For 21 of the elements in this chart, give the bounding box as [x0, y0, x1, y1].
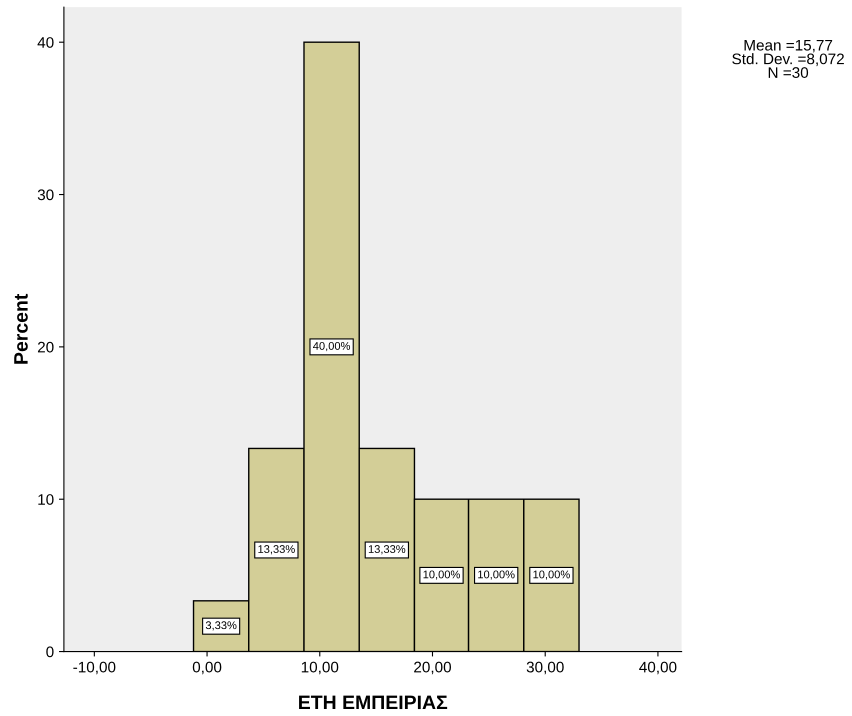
data-label: 13,33% — [258, 545, 295, 554]
data-label: 40,00% — [313, 342, 350, 352]
y-axis-title: Percent — [14, 294, 28, 364]
y-tick-label: 0 — [46, 646, 54, 658]
y-tick-label: 30 — [38, 189, 54, 200]
x-tick-label: 10,00 — [302, 662, 338, 674]
y-tick-label: 10 — [38, 494, 54, 505]
data-label: 3,33% — [206, 621, 236, 630]
y-tick-label: 20 — [38, 342, 54, 353]
x-tick-label: 0,00 — [192, 662, 222, 674]
data-label: 10,00% — [478, 570, 515, 580]
x-tick-label: 40,00 — [639, 662, 676, 674]
data-label: 10,00% — [533, 570, 570, 580]
data-label: 13,33% — [368, 545, 406, 554]
x-tick-label: 20,00 — [414, 662, 452, 674]
text: Mean =15,77 Std. Dev. =8,072 N =30 — [732, 40, 844, 78]
x-tick-label: -10,00 — [73, 662, 116, 674]
y-tick-label: 40 — [38, 37, 54, 48]
x-axis-title: ΕΤΗ ΕΜΠΕΙΡΙΑΣ — [299, 696, 448, 710]
data-label: 10,00% — [424, 570, 460, 580]
x-tick-label: 30,00 — [526, 662, 564, 674]
